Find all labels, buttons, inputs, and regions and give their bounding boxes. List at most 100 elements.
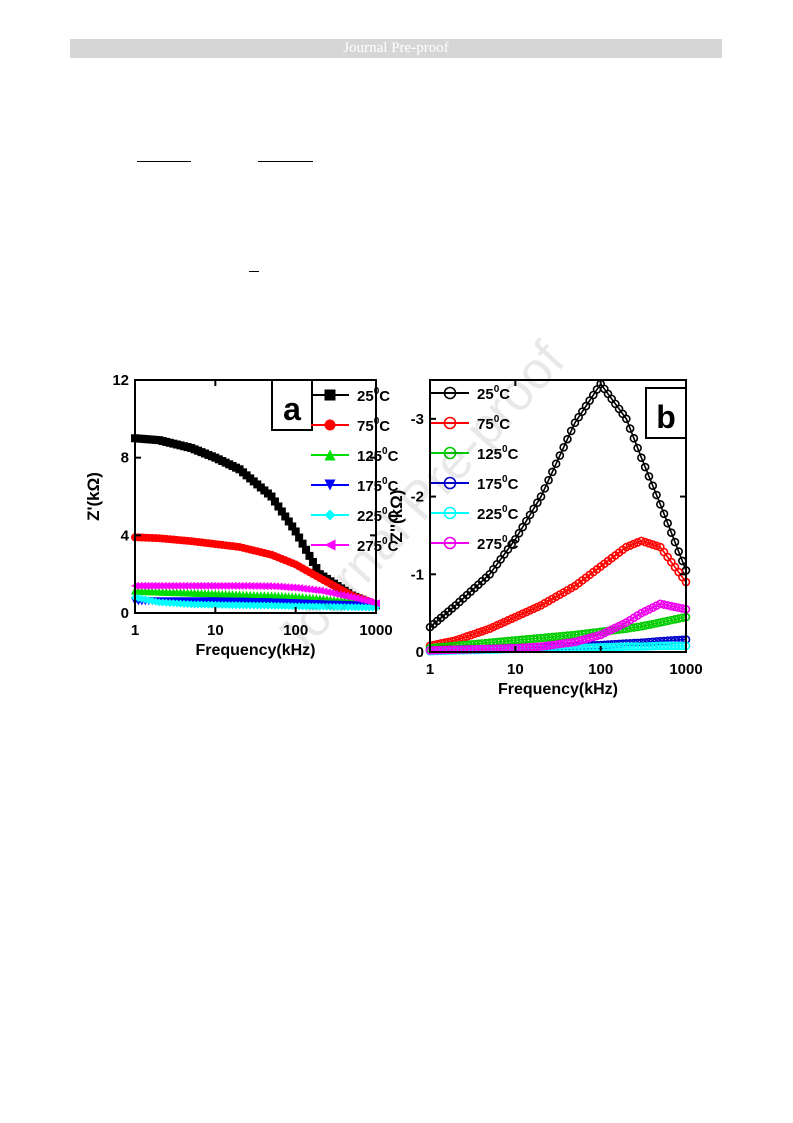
legend-label: 2250C (477, 504, 519, 523)
legend-label: 1750C (477, 474, 519, 493)
data-point (137, 594, 146, 603)
data-point (302, 585, 311, 594)
panel-letter: a (283, 391, 301, 427)
legend-label: 250C (477, 384, 510, 403)
legend-item-125: 1250C (431, 444, 519, 463)
data-point (648, 481, 658, 490)
data-point (340, 591, 349, 600)
legend-swatch-marker (443, 416, 457, 430)
y-tick-label: 4 (121, 527, 130, 544)
series-line (134, 437, 377, 606)
x-tick-label: 1 (426, 661, 434, 678)
data-point (637, 536, 646, 546)
data-point (529, 504, 538, 514)
chart-panel-b: 1 10 100 1000 0 -1 -2 -3 Frequency(kHz) Z''(kΩ) b 2… (387, 379, 703, 698)
legend-item-75: 750C (431, 414, 510, 433)
data-point (559, 443, 568, 452)
legend-item-225: 2250C (431, 504, 519, 523)
plot-frame (134, 379, 377, 614)
data-point (277, 507, 286, 516)
data-point (644, 472, 654, 481)
x-axis-label: Frequency(kHz) (195, 642, 315, 659)
data-point (637, 453, 646, 463)
data-point (302, 545, 311, 554)
legend-label: 250C (357, 386, 390, 405)
data-point (462, 632, 472, 641)
chart-panel-a: 1 10 100 1000 0 4 8 12 Frequency(kHz) Z'(kΩ) a 250C… (84, 372, 399, 659)
data-point (581, 634, 591, 644)
data-point (308, 585, 317, 594)
data-point (522, 516, 531, 526)
legend-item-275: 2750C (311, 536, 399, 555)
data-point (330, 589, 339, 598)
data-point (644, 620, 654, 630)
y-tick-label: 8 (121, 450, 129, 467)
data-point (284, 517, 293, 526)
data-point (585, 633, 594, 643)
panel-letter-box (271, 379, 313, 431)
legend-swatch-marker (443, 536, 457, 550)
data-point (652, 541, 661, 551)
y-tick-label: -2 (411, 489, 424, 506)
series-125 (425, 612, 691, 653)
data-point (674, 547, 683, 556)
data-point (511, 535, 520, 544)
data-point (648, 619, 658, 629)
data-point (629, 433, 639, 443)
legend-label: 750C (357, 416, 390, 435)
data-point (298, 584, 307, 593)
data-point (466, 630, 476, 640)
x-tick-label: 1000 (669, 661, 702, 678)
data-point (640, 621, 650, 630)
data-point (291, 583, 300, 592)
x-tick-label: 1 (131, 622, 139, 639)
data-point (312, 586, 321, 595)
data-point (533, 498, 542, 507)
data-point (667, 528, 676, 537)
legend-label: 1250C (357, 446, 399, 465)
y-tick-label: 12 (112, 372, 129, 389)
panel-letter-box (645, 387, 687, 439)
data-point (622, 414, 631, 424)
data-point (570, 637, 580, 647)
data-point (274, 502, 283, 511)
data-point (134, 594, 143, 603)
data-point (518, 522, 527, 532)
data-point (470, 629, 479, 639)
data-point (322, 588, 331, 597)
legend-item-275: 2750C (431, 534, 519, 553)
data-point (540, 484, 550, 493)
data-point (633, 443, 642, 453)
data-point (326, 588, 335, 597)
series-225 (131, 593, 380, 612)
legend-swatch-marker (324, 479, 336, 491)
y-tick-label: -3 (411, 411, 424, 428)
legend-item-225: 2250C (311, 506, 399, 525)
legend-item-175: 1750C (311, 476, 399, 495)
fraction-bar-1 (137, 161, 191, 162)
data-point (648, 540, 658, 549)
x-tick-label: 10 (507, 661, 524, 678)
data-point (640, 537, 650, 547)
data-point (308, 557, 317, 566)
legend-item-25: 250C (431, 384, 510, 403)
data-point (670, 537, 680, 547)
data-point (305, 551, 314, 560)
legend-item-25: 250C (311, 386, 390, 405)
legend-swatch-marker (443, 506, 457, 520)
data-point (574, 636, 583, 646)
fraction-bar-3 (249, 271, 259, 272)
data-point (555, 451, 565, 460)
legend-label: 2750C (477, 534, 519, 553)
x-axis-label: Frequency(kHz) (498, 681, 618, 698)
panel-letter: b (656, 399, 676, 435)
data-point (566, 426, 576, 436)
data-point (291, 527, 300, 536)
data-point (312, 564, 321, 573)
legend-swatch-marker (443, 476, 457, 490)
x-tick-label: 100 (588, 661, 613, 678)
data-point (548, 467, 557, 477)
data-point (481, 625, 491, 635)
legend-item-125: 1250C (311, 446, 399, 465)
data-point (625, 424, 635, 433)
